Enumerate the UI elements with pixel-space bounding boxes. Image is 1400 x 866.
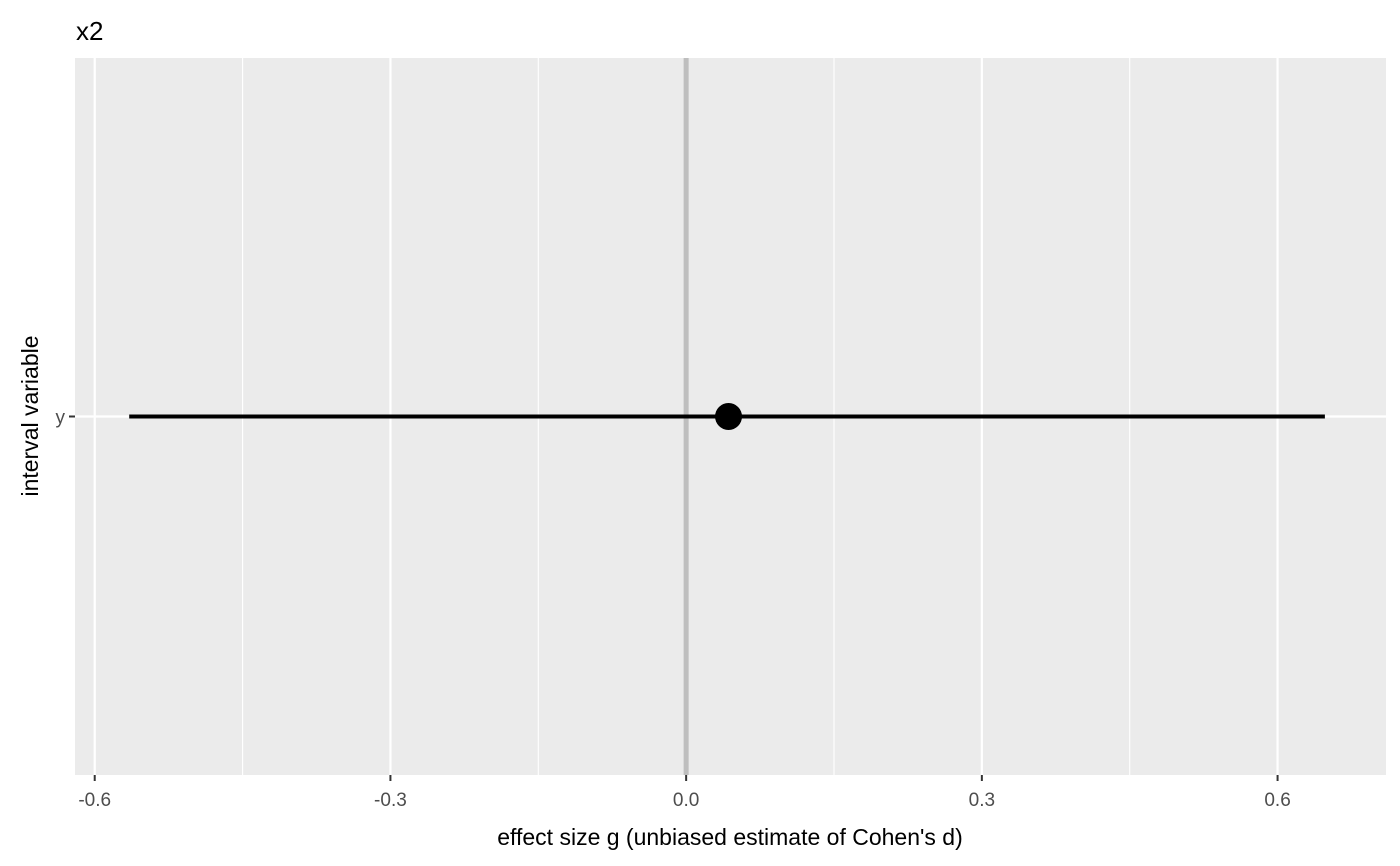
- x-tick-label: 0.6: [1264, 790, 1290, 811]
- data-layer: [129, 403, 1325, 430]
- x-axis-title: effect size g (unbiased estimate of Cohe…: [497, 824, 963, 850]
- y-axis: y: [56, 408, 75, 429]
- x-tick-label: -0.3: [374, 790, 407, 811]
- x-tick-label: 0.3: [969, 790, 995, 811]
- point-estimate: [715, 403, 743, 430]
- x-tick-label: -0.6: [78, 790, 111, 811]
- x-tick-label: 0.0: [673, 790, 699, 811]
- chart-title: x2: [76, 16, 103, 46]
- x-axis: -0.6 -0.3 0.0 0.3 0.6: [78, 775, 1291, 811]
- y-axis-title: interval variable: [17, 335, 43, 496]
- y-tick-label: y: [56, 408, 66, 429]
